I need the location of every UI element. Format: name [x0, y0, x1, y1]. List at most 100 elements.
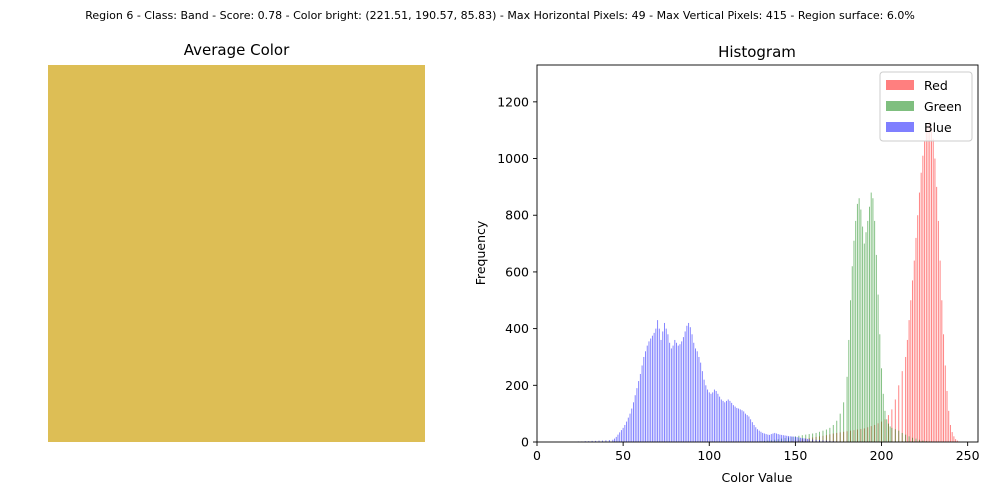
blue-bar [605, 440, 607, 442]
blue-bar [619, 432, 621, 442]
green-bar [860, 209, 862, 442]
red-bar [912, 280, 914, 442]
x-tick-label: 150 [783, 448, 807, 463]
blue-bar [767, 434, 769, 442]
red-bar [915, 237, 917, 442]
blue-bar [763, 433, 765, 442]
blue-bar [691, 334, 693, 442]
blue-legend-swatch [886, 122, 914, 132]
red-bar [906, 339, 908, 442]
red-bar [918, 192, 920, 442]
plot-frame [536, 64, 979, 443]
blue-bar [648, 341, 650, 442]
blue-bar [775, 433, 777, 442]
blue-bar [598, 440, 600, 442]
figure-suptitle: Region 6 - Class: Band - Score: 0.78 - C… [85, 9, 915, 22]
green-bar [889, 426, 891, 442]
blue-bar [727, 399, 729, 442]
green-bar [922, 440, 924, 442]
red-bar [941, 300, 943, 442]
blue-bar [794, 436, 796, 442]
x-axis-label: Color Value [722, 470, 793, 485]
blue-bar [643, 356, 645, 442]
blue-bar [608, 440, 610, 442]
red-bar [949, 424, 951, 442]
red-bar [924, 141, 926, 442]
blue-bar [684, 331, 686, 442]
blue-bar [633, 402, 634, 442]
blue-bar [812, 439, 814, 442]
blue-bar [757, 429, 758, 442]
histogram-legend: Red Green Blue [879, 71, 973, 142]
blue-bar [646, 345, 648, 442]
red-bar [939, 260, 941, 442]
green-bar [825, 429, 827, 442]
blue-bar [641, 365, 643, 442]
red-legend-swatch [886, 80, 914, 90]
blue-bar [715, 390, 717, 442]
blue-bar [803, 438, 805, 442]
red-bar [922, 155, 924, 442]
blue-bar [701, 371, 703, 442]
blue-bar [739, 409, 741, 442]
blue-bar [700, 362, 702, 442]
y-tick-label: 200 [505, 378, 529, 393]
blue-bar [829, 440, 831, 442]
blue-bar [732, 405, 734, 442]
blue-bar [784, 435, 786, 442]
blue-bar [720, 399, 722, 442]
blue-bar [786, 435, 788, 442]
blue-bar [758, 430, 760, 442]
green-legend-label: Green [924, 99, 962, 114]
y-tick-label: 600 [505, 264, 529, 279]
blue-bar [729, 400, 731, 442]
green-bar [867, 220, 869, 442]
green-bar [851, 266, 853, 442]
blue-bar [617, 434, 619, 442]
blue-bar [726, 400, 727, 442]
red-bar [901, 371, 903, 442]
blue-bar [679, 344, 681, 442]
green-bar [839, 413, 841, 442]
red-bar [936, 186, 938, 442]
blue-bar [793, 436, 795, 442]
green-bar [819, 431, 820, 442]
y-axis-label: Frequency [473, 220, 488, 285]
blue-bar [620, 430, 622, 442]
blue-bar [681, 341, 683, 442]
red-bar [917, 215, 919, 442]
blue-bar [665, 328, 667, 442]
average-color-swatch [48, 65, 425, 442]
green-bar [901, 432, 903, 442]
blue-bar [762, 432, 764, 442]
blue-bar [734, 406, 736, 442]
red-bar [932, 138, 934, 442]
green-bar [869, 206, 870, 442]
blue-bar [703, 379, 705, 442]
blue-bar [658, 328, 660, 442]
red-bar [946, 390, 948, 442]
green-bar [912, 437, 914, 442]
blue-bar [724, 402, 726, 442]
blue-bar [696, 351, 698, 442]
green-bar [898, 430, 900, 442]
red-bar [908, 320, 910, 442]
green-bar [843, 402, 845, 442]
blue-bar [677, 345, 679, 442]
blue-bar [657, 320, 659, 442]
blue-bar [789, 436, 791, 442]
x-tick-label: 100 [697, 448, 721, 463]
blue-bar [736, 407, 738, 442]
blue-bar [800, 437, 802, 442]
red-bar [925, 130, 927, 442]
blue-bar [629, 413, 631, 442]
blue-bar [770, 434, 772, 442]
blue-bar [705, 385, 707, 442]
red-series [791, 121, 960, 443]
blue-bar [634, 395, 636, 442]
green-bar [853, 240, 855, 442]
green-bar [808, 434, 810, 442]
red-bar [931, 127, 932, 443]
blue-bar [750, 419, 752, 442]
